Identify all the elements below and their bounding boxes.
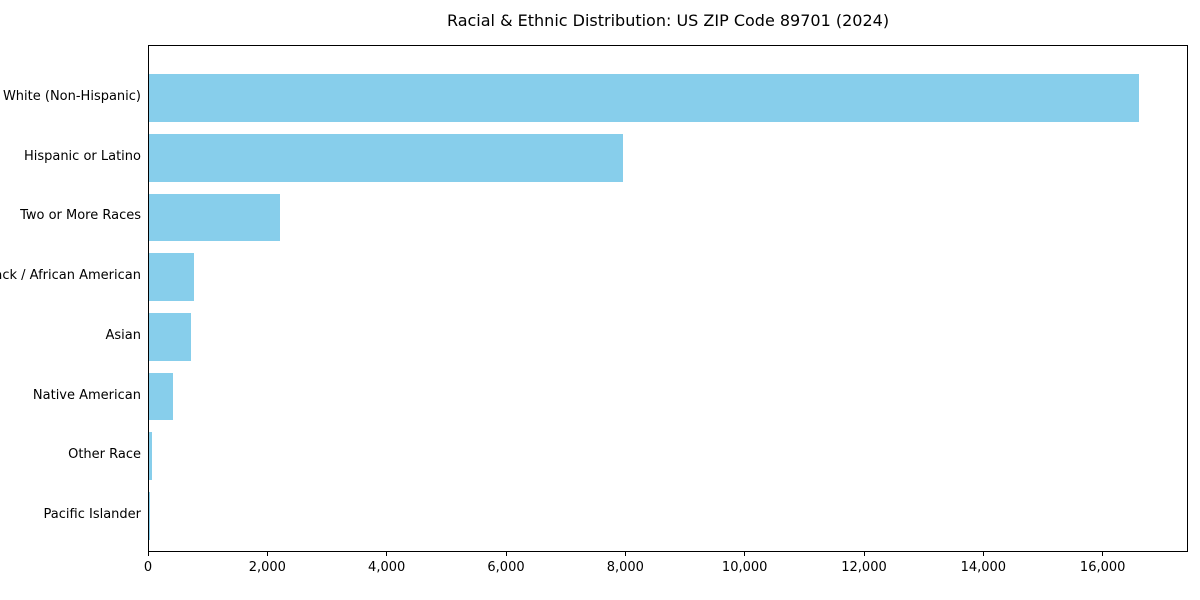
x-tick-label: 4,000 (368, 560, 406, 575)
x-tick-mark (624, 552, 626, 556)
x-tick-mark (147, 552, 149, 556)
x-tick-mark (1102, 552, 1104, 556)
y-tick-label: White (Non-Hispanic) (2, 89, 141, 104)
bar-pacific-islander (149, 492, 150, 540)
x-tick-mark (505, 552, 507, 556)
x-tick-label: 12,000 (841, 560, 887, 575)
x-tick-mark (386, 552, 388, 556)
x-tick-mark (863, 552, 865, 556)
bar-two-or-more-races (149, 193, 281, 242)
x-tick-label: 10,000 (721, 560, 768, 575)
x-tick-label: 8,000 (606, 560, 644, 575)
y-tick-label: Pacific Islander (43, 507, 141, 522)
bar-hispanic-or-latino (149, 133, 624, 182)
bar-other-race (149, 432, 152, 481)
y-tick-label: Two or More Races (20, 208, 141, 224)
x-tick-label: 2,000 (248, 560, 286, 575)
y-tick-label: Hispanic or Latino (23, 148, 141, 164)
y-tick-label: Native American (32, 387, 141, 403)
y-tick-label: Asian (105, 327, 141, 343)
y-tick-label: Black / African American (0, 268, 141, 284)
plot-area (148, 45, 1188, 552)
x-tick-mark (266, 552, 268, 556)
bar-asian (149, 312, 191, 361)
x-tick-label: 14,000 (960, 560, 1007, 575)
bar-white-non-hispanic (149, 74, 1140, 122)
x-tick-label: 16,000 (1079, 560, 1126, 575)
x-tick-mark (744, 552, 746, 556)
y-tick-label: Other Race (68, 447, 141, 463)
bar-native-american (149, 372, 173, 421)
chart-title: Racial & Ethnic Distribution: US ZIP Cod… (446, 11, 890, 30)
x-tick-label: 0 (143, 560, 153, 575)
x-tick-label: 6,000 (487, 560, 525, 575)
bar-black-african-american (149, 253, 194, 302)
x-tick-mark (982, 552, 984, 556)
